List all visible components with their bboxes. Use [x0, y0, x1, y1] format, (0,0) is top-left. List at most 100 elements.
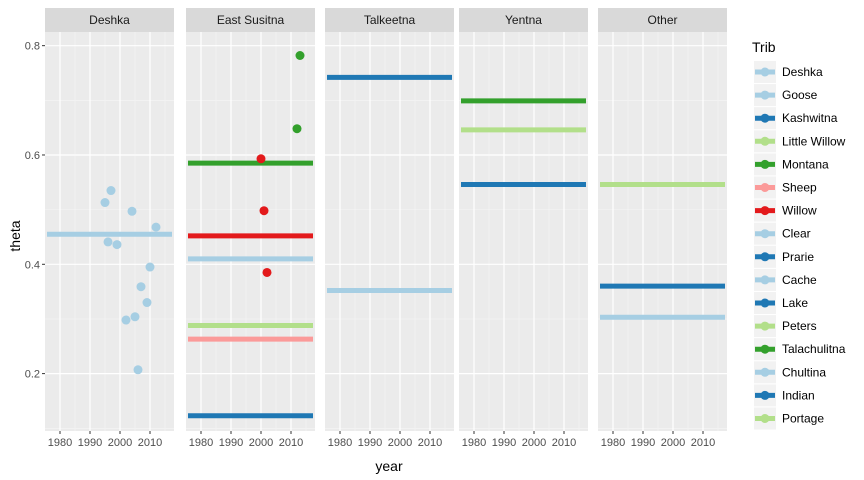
- point-deshka: [136, 282, 146, 292]
- legend-label: Chultina: [782, 365, 826, 379]
- x-axis-label: year: [375, 458, 403, 474]
- legend-items: Deshka Goose Kashwitna Little Willow Montana…: [754, 61, 846, 430]
- panel-other: Other: [598, 8, 727, 431]
- point-deshka: [103, 237, 113, 247]
- x-tick-label: 1990: [78, 437, 102, 449]
- panel-strip-label: Other: [647, 13, 677, 27]
- x-tick-label: 2000: [249, 437, 273, 449]
- legend-key-point: [760, 229, 770, 239]
- legend-item-chultina: Chultina: [754, 361, 826, 384]
- point-deshka: [130, 312, 140, 322]
- legend-item-little-willow: Little Willow: [754, 130, 846, 153]
- panel-strip-label: Deshka: [89, 13, 130, 27]
- legend-item-indian: Indian: [754, 384, 815, 407]
- y-axis-label: theta: [7, 220, 23, 251]
- legend-item-goose: Goose: [754, 84, 818, 107]
- legend-item-portage: Portage: [754, 407, 824, 430]
- x-tick-label: 1980: [601, 437, 625, 449]
- legend-label: Goose: [782, 88, 818, 102]
- point-montana: [295, 51, 305, 61]
- panel-east-susitna: East Susitna: [186, 8, 315, 431]
- point-deshka: [133, 365, 143, 375]
- point-deshka: [112, 240, 122, 250]
- legend-item-sheep: Sheep: [754, 176, 817, 199]
- legend-key-point: [760, 252, 770, 262]
- point-deshka: [100, 198, 110, 208]
- panel-background: [598, 32, 727, 431]
- panel-strip: [325, 8, 454, 32]
- legend-label: Lake: [782, 296, 808, 310]
- legend-item-kashwitna: Kashwitna: [754, 107, 838, 130]
- y-tick-label: 0.4: [25, 259, 40, 271]
- point-deshka: [151, 222, 161, 232]
- x-tick-label: 1980: [462, 437, 486, 449]
- x-tick-label: 2010: [552, 437, 576, 449]
- legend-title: Trib: [752, 39, 776, 55]
- point-deshka: [145, 262, 155, 272]
- legend-key-point: [760, 67, 770, 77]
- x-tick-label: 1990: [492, 437, 516, 449]
- legend-label: Peters: [782, 319, 817, 333]
- x-tick-label: 1990: [219, 437, 243, 449]
- point-deshka: [127, 206, 137, 216]
- legend: Trib Deshka Goose Kashwitna Little Willow Mo…: [752, 39, 846, 430]
- legend-label: Prarie: [782, 250, 814, 264]
- x-tick-label: 1980: [48, 437, 72, 449]
- legend-label: Kashwitna: [782, 111, 838, 125]
- point-deshka: [106, 186, 116, 196]
- legend-label: Talachulitna: [782, 342, 846, 356]
- panel-background: [325, 32, 454, 431]
- legend-label: Willow: [782, 204, 817, 218]
- legend-item-peters: Peters: [754, 315, 817, 338]
- legend-label: Cache: [782, 273, 817, 287]
- legend-key-point: [760, 136, 770, 146]
- legend-item-talachulitna: Talachulitna: [754, 338, 846, 361]
- legend-key-point: [760, 183, 770, 192]
- legend-label: Little Willow: [782, 134, 846, 148]
- point-montana: [292, 124, 302, 134]
- panels-layer: Deshka East Susitna Talkeetna Yentna Other: [45, 8, 727, 431]
- legend-label: Sheep: [782, 181, 817, 195]
- legend-key-point: [760, 390, 770, 400]
- legend-label: Clear: [782, 227, 811, 241]
- legend-key-point: [760, 159, 770, 169]
- legend-item-montana: Montana: [754, 153, 829, 176]
- x-tick-label: 2010: [138, 437, 162, 449]
- legend-key-point: [760, 90, 770, 100]
- legend-label: Indian: [782, 388, 815, 402]
- legend-key-point: [760, 298, 770, 308]
- y-tick-label: 0.2: [25, 369, 40, 381]
- panel-talkeetna: Talkeetna: [325, 8, 454, 431]
- panel-strip-label: East Susitna: [217, 13, 285, 27]
- legend-label: Deshka: [782, 65, 823, 79]
- legend-key-point: [760, 367, 770, 377]
- legend-key-point: [760, 206, 770, 216]
- x-tick-label: 2010: [691, 437, 715, 449]
- x-tick-label: 2000: [388, 437, 412, 449]
- legend-key-point: [760, 414, 770, 423]
- point-deshka: [142, 298, 152, 308]
- x-tick-label: 1980: [189, 437, 213, 449]
- legend-label: Portage: [782, 412, 824, 426]
- panel-strip: [45, 8, 174, 32]
- legend-label: Montana: [782, 157, 829, 171]
- point-willow: [259, 206, 269, 216]
- legend-key-point: [760, 113, 770, 123]
- panel-background: [186, 32, 315, 431]
- panel-deshka: Deshka: [45, 8, 174, 431]
- legend-item-deshka: Deshka: [754, 61, 823, 83]
- point-deshka: [121, 315, 131, 325]
- x-tick-label: 2010: [279, 437, 303, 449]
- legend-item-lake: Lake: [754, 292, 808, 314]
- legend-key-point: [760, 275, 770, 285]
- legend-key-point: [760, 321, 770, 331]
- panel-strip: [186, 8, 315, 32]
- ticks-layer: 1980 1990 2000 2010 1980 1990 2000 2010 1980 1990…: [25, 41, 716, 449]
- x-tick-label: 2010: [418, 437, 442, 449]
- panel-strip-label: Yentna: [505, 13, 542, 27]
- legend-key-point: [760, 344, 770, 354]
- y-tick-label: 0.6: [25, 150, 40, 162]
- panel-background: [45, 32, 174, 431]
- point-willow: [256, 154, 266, 164]
